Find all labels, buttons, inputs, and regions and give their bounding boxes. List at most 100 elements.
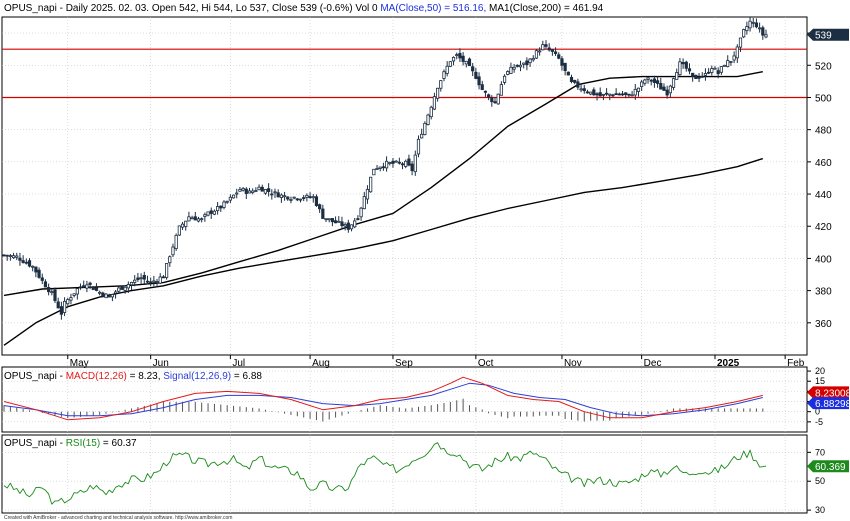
candle-body (66, 299, 70, 305)
last-price-tag: 539 (807, 28, 849, 42)
candle-body (62, 301, 67, 313)
candle-body (662, 86, 666, 91)
candle-body (37, 269, 41, 278)
candle-body (228, 196, 232, 201)
candle-body (187, 216, 191, 222)
candle-body (675, 72, 679, 80)
candle-body (544, 44, 548, 47)
candle-body (671, 78, 676, 88)
candle-body (640, 81, 644, 87)
candle-body (726, 60, 730, 67)
macd-title-dash: - (57, 371, 66, 382)
candle-body (630, 94, 634, 97)
candle-body (133, 279, 137, 283)
candle-body (50, 291, 54, 294)
candle-body (8, 255, 12, 257)
candle-body (598, 92, 602, 97)
candle-body (710, 68, 714, 73)
rsi-line (3, 442, 767, 505)
price-tick-label: 400 (815, 254, 832, 265)
footer-credit: Created with AmiBroker - advanced charti… (4, 515, 232, 521)
candle-body (161, 276, 166, 279)
candle-body (496, 93, 500, 105)
candle-body (604, 92, 609, 95)
month-label: Sep (395, 358, 413, 369)
candle-body (171, 246, 175, 256)
candle-body (700, 75, 704, 78)
candle-body (353, 220, 357, 228)
candle-body (308, 196, 312, 198)
macd-title-value: = 8.23, (127, 371, 163, 382)
candle-body (458, 52, 462, 59)
candle-body (738, 37, 743, 48)
candle-body (152, 280, 156, 283)
signal-title-value: = 6.88 (231, 371, 262, 382)
candle-body (190, 217, 194, 220)
candle-body (206, 211, 210, 216)
candle-body (678, 61, 682, 76)
price-tick-label: 460 (815, 158, 832, 169)
candle-body (298, 198, 303, 201)
candle-body (254, 190, 258, 192)
candle-body (180, 223, 185, 228)
candle-body (212, 210, 217, 215)
candle-body (589, 91, 593, 95)
candle-body (91, 286, 95, 290)
price-tick-label: 500 (815, 93, 832, 104)
candle-body (225, 200, 229, 203)
candle-body (302, 197, 306, 200)
candle-body (601, 93, 605, 96)
macd-line (3, 376, 763, 421)
candle-body (279, 194, 283, 198)
month-label: Oct (478, 358, 494, 369)
candle-body (652, 78, 657, 83)
candle-body (40, 277, 44, 281)
rsi-title-label: RSI(15) (66, 438, 100, 449)
candle-body (636, 87, 641, 92)
candle-body (471, 66, 475, 72)
candle-body (43, 281, 48, 288)
candle-body (722, 64, 727, 67)
rsi-pane-frame (1, 434, 808, 514)
macd-lines (3, 376, 763, 421)
candle-body (56, 301, 60, 309)
candle-body (289, 199, 293, 201)
candle-body (85, 284, 89, 289)
candle-body (330, 218, 334, 223)
candle-body (292, 196, 296, 199)
candle-body (311, 196, 315, 199)
candle-body (184, 220, 188, 227)
candle-body (684, 61, 688, 69)
candle-body (534, 50, 539, 59)
rsi-tick-label: 50 (815, 476, 825, 486)
macd-title-label: MACD(12,26) (66, 371, 127, 382)
candle-body (595, 93, 599, 96)
signal-title-label: Signal(12,26,9) (163, 371, 231, 382)
candle-body (263, 189, 268, 194)
candle-body (340, 221, 344, 226)
candle-body (694, 74, 698, 79)
candle-body (732, 55, 736, 61)
candle-body (24, 261, 28, 264)
candle-body (665, 89, 669, 96)
candle-body (748, 20, 752, 29)
macd-value-tag-shape (807, 386, 849, 399)
signal-line (3, 382, 763, 417)
date-x-axis: May Jun Jul Aug Sep Oct Nov Dec 2025 Feb (67, 355, 805, 369)
rsi-line-group (3, 442, 767, 505)
candle-body (235, 192, 239, 195)
candle-body (94, 287, 99, 291)
candle-body (136, 277, 140, 280)
candle-body (384, 160, 389, 169)
price-title-info: - Daily 2025. 02. 03. Open 542, Hi 544, … (57, 3, 381, 14)
candle-body (515, 64, 519, 67)
candle-body (627, 93, 631, 96)
month-label: 2025 (717, 358, 740, 369)
candle-body (359, 207, 363, 218)
candle-body (400, 163, 405, 166)
macd-grid (2, 370, 807, 423)
candle-body (34, 266, 38, 273)
candle-body (691, 72, 695, 77)
candle-body (149, 281, 153, 284)
